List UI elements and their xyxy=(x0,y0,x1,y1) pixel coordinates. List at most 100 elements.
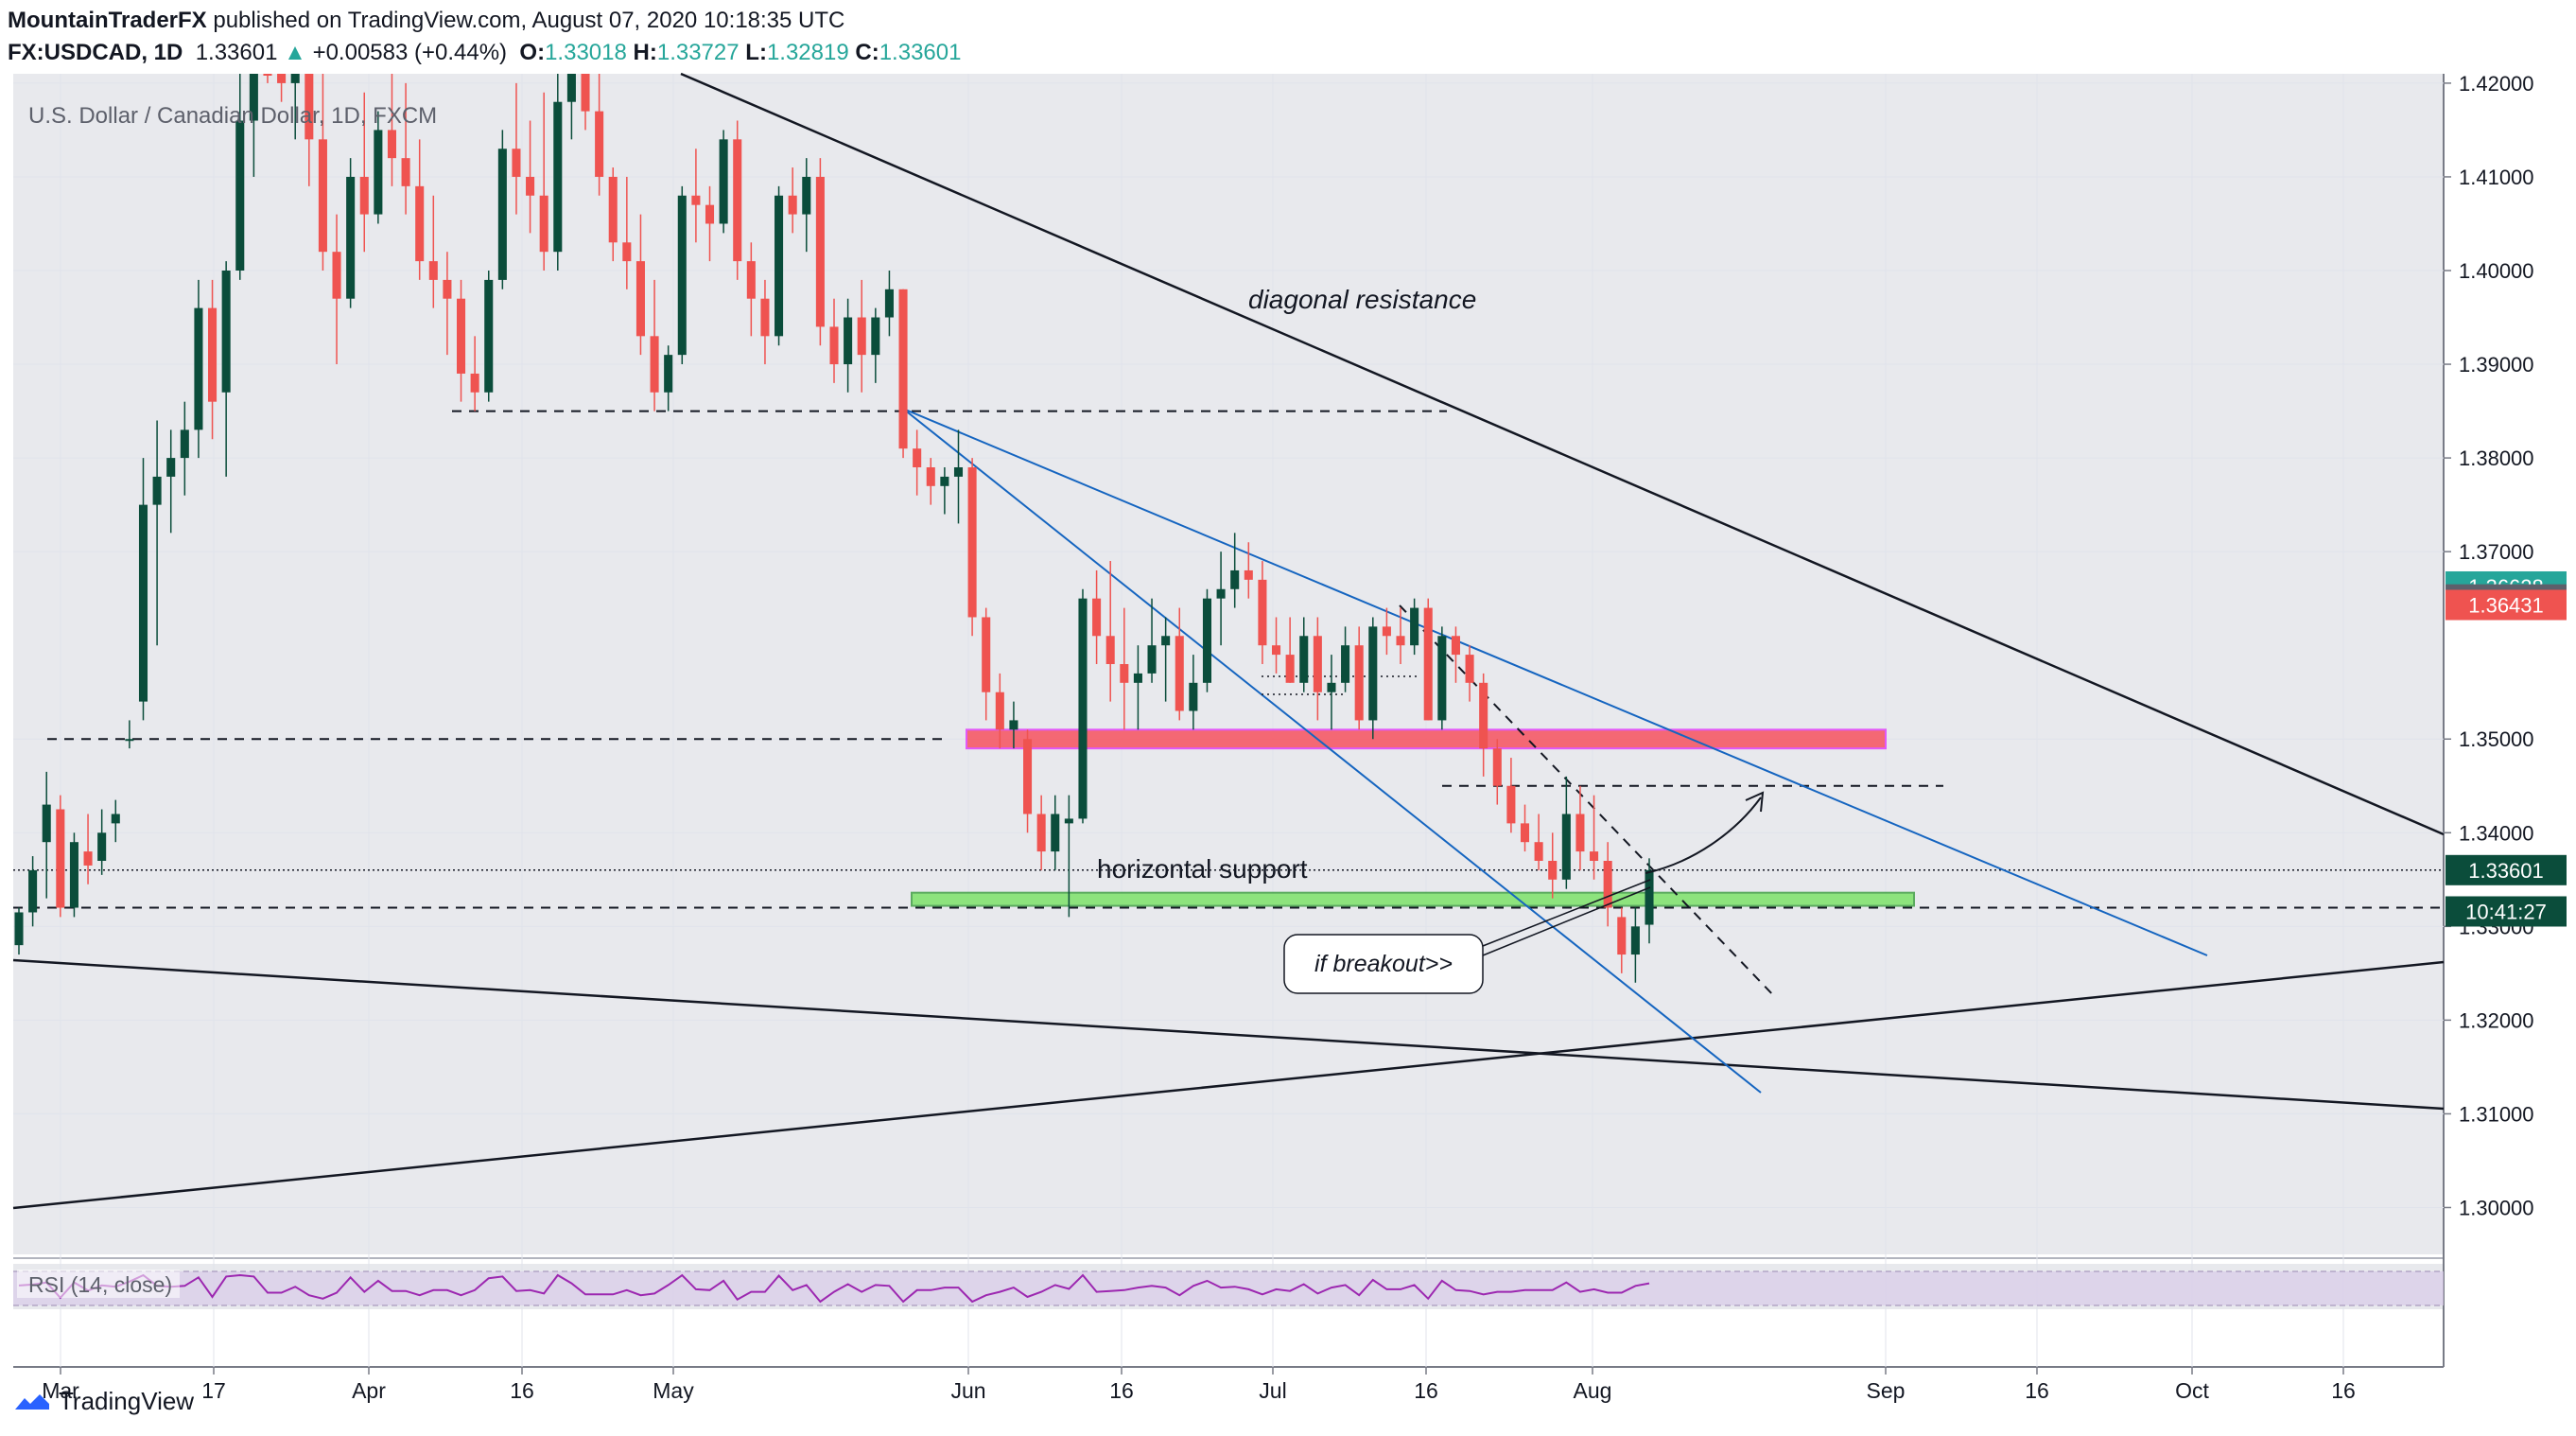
candle-body xyxy=(705,204,715,224)
candle xyxy=(346,158,356,308)
candle-body xyxy=(1341,645,1350,683)
candle xyxy=(125,720,134,749)
candle xyxy=(180,401,189,496)
breakout-box[interactable] xyxy=(1283,934,1484,994)
wedge-upper-line[interactable] xyxy=(902,408,2208,956)
dashed-projection-line[interactable] xyxy=(1399,604,1777,999)
price-tick-label: 1.39000 xyxy=(2459,353,2534,377)
wedge-lower-line[interactable] xyxy=(902,408,1762,1094)
candle xyxy=(166,429,176,534)
candle-body xyxy=(1603,861,1612,908)
candle xyxy=(443,252,452,356)
candle-body xyxy=(1437,636,1447,721)
candle xyxy=(995,673,1004,749)
price-axis-label-text: 1.33601 xyxy=(2468,859,2544,883)
candle xyxy=(42,771,51,899)
symbol-header: FX:USDCAD, 1D 1.33601 ▲ +0.00583 (+0.44%… xyxy=(8,40,961,66)
candle xyxy=(595,74,604,196)
time-tick-label: Jun xyxy=(950,1378,985,1403)
candle xyxy=(526,120,535,234)
candle-body xyxy=(97,832,107,861)
breakout-arrow[interactable] xyxy=(1645,797,1762,874)
candle xyxy=(456,279,466,402)
candle xyxy=(1341,626,1350,692)
candle xyxy=(539,92,548,271)
candle xyxy=(235,74,245,280)
candle xyxy=(884,271,894,337)
author-name[interactable]: MountainTraderFX xyxy=(8,8,207,33)
candle xyxy=(1465,645,1474,702)
candle-body xyxy=(221,271,231,393)
candle-body xyxy=(138,504,148,702)
tradingview-brand[interactable]: TradingView xyxy=(13,1387,194,1416)
breakout-callout[interactable]: if breakout>> xyxy=(1283,791,1765,994)
candle-body xyxy=(28,869,38,913)
change-up-icon: ▲ xyxy=(284,40,306,65)
candle-body xyxy=(1036,814,1046,852)
rsi-label-bg xyxy=(17,1270,180,1298)
candle-body xyxy=(305,74,314,140)
candle xyxy=(844,298,853,393)
candle-body xyxy=(83,851,93,866)
candle-body xyxy=(1202,598,1212,683)
candle-body xyxy=(456,298,466,374)
price-tick-label: 1.32000 xyxy=(2459,1008,2534,1032)
resistance-zone[interactable] xyxy=(966,728,1887,750)
candle-body xyxy=(69,842,78,908)
price-tick-label: 1.37000 xyxy=(2459,540,2534,564)
candle-body xyxy=(608,176,618,243)
candle-body xyxy=(857,317,866,356)
price-axis-label-text: 1.36431 xyxy=(2468,594,2544,618)
rising-support-trendline[interactable] xyxy=(12,960,2445,1210)
candle-body xyxy=(1216,588,1226,599)
candle xyxy=(1492,739,1502,805)
candle-body xyxy=(635,261,645,337)
candle-body xyxy=(553,101,563,253)
candle-body xyxy=(152,476,162,505)
price-axis[interactable]: 1.42000 1.41000 1.40000 1.39000 1.38000 1.370… xyxy=(2444,72,2534,1220)
candle-body xyxy=(829,326,839,365)
candle xyxy=(208,279,218,440)
time-tick-label: 16 xyxy=(510,1378,534,1403)
symbol-name[interactable]: FX:USDCAD, 1D xyxy=(8,40,183,65)
time-tick-label: Oct xyxy=(2175,1378,2209,1403)
high-label: H: xyxy=(633,40,657,65)
rsi-pane: RSI (14, close) xyxy=(13,1270,2444,1306)
candle-body xyxy=(1285,655,1295,683)
support-zone[interactable] xyxy=(911,891,1915,907)
time-axis[interactable]: Mar 17 Apr 16 May Jun 16 Jul 16 Aug Sep 16 Oct 16 xyxy=(42,1367,2356,1403)
candle-body xyxy=(1271,645,1281,656)
diagonal-resistance-label: diagonal resistance xyxy=(1248,285,1476,314)
candle xyxy=(691,149,701,243)
candle xyxy=(1630,907,1640,983)
diagonal-resistance-line[interactable] xyxy=(680,72,2445,836)
lower-long-trendline[interactable] xyxy=(12,958,2445,1111)
candle xyxy=(553,74,563,271)
candle xyxy=(1133,645,1142,730)
candle xyxy=(581,74,590,131)
candle-body xyxy=(1092,598,1102,637)
candle-body xyxy=(940,476,949,486)
candle xyxy=(775,185,784,346)
candle xyxy=(1410,598,1419,656)
horizontal-support-label: horizontal support xyxy=(1097,854,1308,884)
candle-body xyxy=(42,804,51,843)
candle-body xyxy=(1147,645,1157,674)
rsi-band xyxy=(13,1271,2444,1305)
candle xyxy=(1175,607,1184,721)
candle xyxy=(1423,598,1433,721)
time-tick-label: 17 xyxy=(201,1378,226,1403)
published-info: published on TradingView.com, August 07,… xyxy=(213,8,845,33)
candle-body xyxy=(1120,664,1129,683)
candle xyxy=(1520,804,1530,852)
candle-body xyxy=(1064,818,1073,824)
candle-body xyxy=(760,298,770,337)
candle xyxy=(622,176,632,289)
candle xyxy=(566,74,576,140)
candle xyxy=(318,74,327,271)
candle-body xyxy=(1230,569,1240,589)
callout-pointer-1 xyxy=(1482,879,1651,947)
candle xyxy=(305,74,314,186)
